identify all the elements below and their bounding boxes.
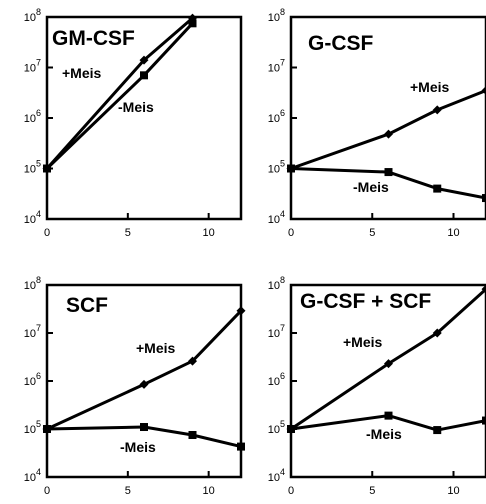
data-point-square	[482, 416, 486, 425]
data-point-diamond	[432, 105, 442, 115]
x-tick-label: 0	[288, 485, 294, 497]
x-tick-label: 0	[288, 227, 294, 239]
series-label: +Meis	[343, 334, 383, 350]
data-point-square	[482, 194, 486, 203]
data-point-square	[43, 425, 51, 433]
data-point-square	[433, 184, 442, 193]
panel-title: GM-CSF	[52, 27, 135, 50]
y-tick-label: 107	[268, 323, 285, 340]
data-point-square	[287, 425, 295, 433]
y-tick-label: 105	[24, 419, 41, 436]
panel-title: G-CSF + SCF	[300, 290, 431, 313]
x-tick-label: 10	[203, 227, 215, 239]
data-point-square	[188, 19, 197, 28]
y-tick-label: 105	[268, 159, 285, 176]
panel-title: G-CSF	[308, 32, 374, 55]
series-label: -Meis	[118, 99, 154, 115]
series-label: +Meis	[136, 340, 176, 356]
x-tick-label: 5	[369, 485, 375, 497]
series-line-plus-meis	[46, 309, 243, 431]
series-line-minus-meis	[46, 425, 242, 449]
data-point-diamond	[384, 129, 393, 139]
panel-1: 104 105 106 107 108 0 5 10 +Meis -Meis GM-CSF	[24, 7, 243, 239]
data-point-square	[287, 164, 295, 173]
y-tick-label: 107	[24, 58, 41, 75]
series-line-minus-meis	[290, 167, 486, 200]
series-line-minus-meis	[290, 414, 486, 432]
series-label: +Meis	[62, 65, 102, 81]
data-point-diamond	[384, 359, 393, 369]
data-point-square	[140, 71, 148, 80]
panel-4: 104 105 106 107 108 0 5 10 +Meis -Meis G-CSF + SCF	[268, 275, 486, 497]
panel-title: SCF	[66, 294, 108, 317]
y-tick-label: 108	[24, 7, 41, 24]
series-line-plus-meis	[290, 288, 486, 431]
y-tick-label: 104	[268, 209, 285, 226]
data-point-square	[384, 168, 393, 177]
data-point-diamond	[188, 356, 197, 366]
y-tick-label: 104	[24, 209, 41, 226]
data-point-square	[433, 426, 442, 435]
series-label: -Meis	[353, 179, 389, 195]
series-label: -Meis	[366, 426, 402, 442]
series-label: +Meis	[410, 79, 450, 95]
series-line-plus-meis	[290, 89, 486, 170]
y-tick-label: 106	[268, 108, 285, 125]
data-point-diamond	[481, 284, 486, 294]
y-tick-label: 105	[24, 159, 41, 176]
x-tick-label: 10	[447, 485, 459, 497]
y-tick-label: 104	[24, 467, 41, 484]
x-tick-label: 5	[125, 227, 131, 239]
data-point-square	[140, 423, 148, 432]
panel-2: 104 105 106 107 108 0 5 10 +Meis -Meis G-CSF	[268, 7, 486, 239]
panel-3: 104 105 106 107 108 0 5 10 +Meis -Meis SCF	[24, 275, 246, 497]
x-tick-label: 5	[369, 227, 375, 239]
y-tick-label: 107	[24, 323, 41, 340]
x-tick-label: 5	[125, 485, 131, 497]
y-tick-label: 108	[268, 275, 285, 292]
x-tick-label: 0	[44, 485, 50, 497]
y-tick-label: 108	[24, 275, 41, 292]
y-tick-label: 104	[268, 467, 285, 484]
y-tick-label: 105	[268, 419, 285, 436]
y-tick-label: 106	[24, 371, 41, 388]
x-tick-label: 10	[203, 485, 215, 497]
data-point-diamond	[139, 55, 149, 65]
data-point-square	[43, 164, 51, 173]
data-point-square	[188, 430, 197, 439]
y-tick-label: 107	[268, 58, 285, 75]
y-tick-label: 108	[268, 7, 285, 24]
x-tick-label: 0	[44, 227, 50, 239]
y-tick-label: 106	[24, 108, 41, 125]
data-point-diamond	[236, 306, 246, 316]
data-point-diamond	[481, 86, 486, 96]
x-tick-label: 10	[447, 227, 459, 239]
data-point-diamond	[139, 379, 149, 389]
data-point-square	[384, 411, 393, 420]
data-point-diamond	[432, 328, 442, 338]
y-tick-label: 106	[268, 371, 285, 388]
series-label: -Meis	[120, 439, 156, 455]
data-point-square	[237, 442, 245, 451]
